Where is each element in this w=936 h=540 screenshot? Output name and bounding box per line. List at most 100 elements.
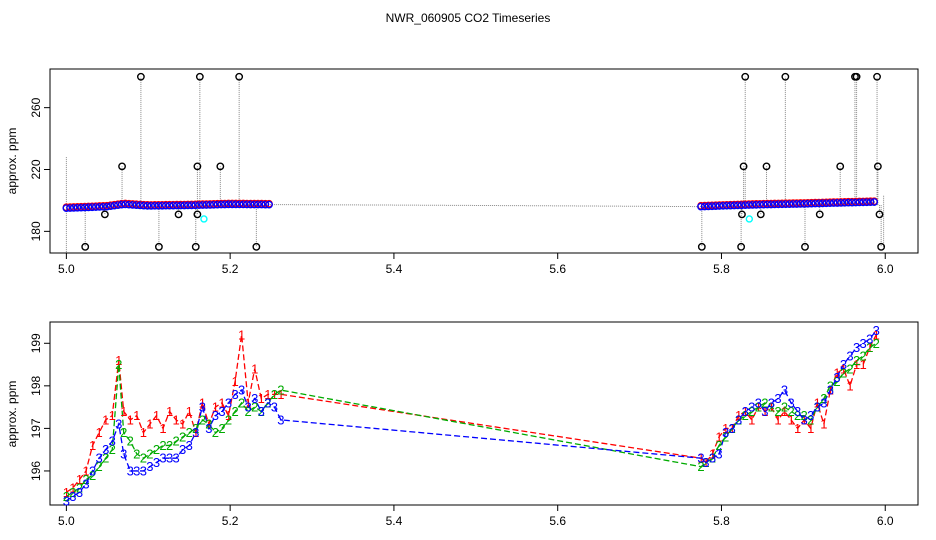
- top-point: [741, 201, 750, 210]
- bottom-series-point-1: 1: [748, 412, 755, 427]
- bottom-series-point-1: 1: [853, 357, 860, 372]
- top-point: [125, 200, 133, 209]
- top-point: [833, 199, 842, 207]
- bottom-series-point-3: 3: [735, 412, 742, 427]
- bottom-series-point-2: 2: [702, 455, 709, 470]
- bottom-series-point-1: 1: [133, 408, 140, 423]
- top-x-tick-label: 5.2: [222, 262, 239, 276]
- bottom-series-point-3: 3: [866, 332, 873, 347]
- bottom-series-point-2: 2: [231, 404, 238, 419]
- bottom-series-point-1: 1: [781, 404, 788, 419]
- bottom-series-point-3: 3: [205, 421, 212, 436]
- bottom-series-point-1: 1: [866, 340, 873, 355]
- bottom-series-point-3: 3: [768, 395, 775, 410]
- bottom-series-point-2: 2: [787, 404, 794, 419]
- top-cyan-point: [200, 215, 208, 223]
- bottom-series-point-3: 3: [697, 451, 704, 466]
- bottom-series-point-1: 1: [238, 327, 245, 342]
- bottom-series-point-1: 1: [840, 361, 847, 376]
- bottom-series-point-2: 2: [264, 395, 271, 410]
- bottom-series-point-1: 1: [102, 412, 109, 427]
- bottom-series-point-3: 3: [115, 417, 122, 432]
- bottom-series-point-2: 2: [218, 421, 225, 436]
- bottom-series-point-1: 1: [245, 395, 252, 410]
- top-point: [154, 201, 163, 210]
- top-x-tick-label: 5.4: [386, 262, 403, 276]
- top-chart: approx. ppm 5.0 5.2 5.4 5.6 5.8 6.0 180 220 260: [5, 68, 919, 276]
- bottom-series-point-2: 2: [205, 417, 212, 432]
- bottom-series-point-1: 1: [271, 387, 278, 402]
- bottom-series-point-2: 2: [159, 438, 166, 453]
- top-point: [778, 200, 786, 209]
- top-outlier-low-point: [815, 210, 824, 219]
- top-point: [840, 198, 849, 207]
- top-point: [730, 201, 739, 210]
- bottom-series-point-1: 1: [761, 404, 768, 419]
- bottom-series-point-3: 3: [277, 412, 284, 427]
- bottom-series-point-3: 3: [140, 464, 147, 479]
- top-point: [180, 201, 189, 210]
- bottom-series-point-1: 1: [109, 408, 116, 423]
- top-y-tick-label: 220: [29, 159, 43, 179]
- bottom-series-point-1: 1: [846, 378, 853, 393]
- top-outlier-low-point: [875, 210, 884, 219]
- bottom-series-point-3: 3: [853, 340, 860, 355]
- bottom-series-point-2: 2: [801, 408, 808, 423]
- bottom-series-point-2: 2: [238, 395, 245, 410]
- top-point: [213, 200, 222, 209]
- bottom-series-point-2: 2: [271, 387, 278, 402]
- bottom-series-point-2: 2: [102, 451, 109, 466]
- bottom-series-point-3: 3: [218, 404, 225, 419]
- bottom-series-point-3: 3: [120, 446, 127, 461]
- bottom-series-point-1: 1: [192, 425, 199, 440]
- bottom-series-point-3: 3: [186, 438, 193, 453]
- bottom-series-point-2: 2: [820, 391, 827, 406]
- bottom-series-point-1: 1: [153, 408, 160, 423]
- top-point: [103, 202, 111, 211]
- top-point: [246, 200, 255, 209]
- top-outlier-low-point: [697, 242, 706, 251]
- bottom-series-point-3: 3: [199, 400, 206, 415]
- top-point: [195, 201, 203, 210]
- top-point: [239, 200, 248, 209]
- bottom-series-point-1: 1: [146, 417, 153, 432]
- top-outlier-low-point: [252, 242, 261, 251]
- bottom-series-point-3: 3: [722, 425, 729, 440]
- bottom-series-point-3: 3: [820, 395, 827, 410]
- top-point: [143, 201, 152, 210]
- bottom-series-point-2: 2: [199, 412, 206, 427]
- top-point: [829, 199, 838, 207]
- bottom-series-point-2: 2: [697, 459, 704, 474]
- bottom-y-tick-label: 199: [29, 333, 43, 353]
- top-outlier-low-point: [191, 242, 200, 251]
- top-point: [231, 200, 240, 209]
- bottom-series-point-1: 1: [159, 421, 166, 436]
- top-point: [206, 200, 214, 209]
- bottom-series-point-1: 1: [199, 395, 206, 410]
- top-point: [803, 199, 812, 208]
- bottom-series-point-1: 1: [63, 485, 70, 500]
- bottom-series-point-3: 3: [192, 425, 199, 440]
- top-point: [807, 199, 816, 208]
- bottom-series-point-3: 3: [69, 489, 76, 504]
- top-outlier-low-point: [877, 242, 886, 251]
- top-outlier-high-point: [216, 162, 225, 171]
- bottom-series-point-2: 2: [76, 481, 83, 496]
- top-point: [150, 201, 159, 210]
- bottom-series-point-1: 1: [801, 412, 808, 427]
- bottom-series-point-1: 1: [794, 421, 801, 436]
- top-outlier-high-point: [193, 162, 202, 171]
- top-outlier-low-point: [801, 242, 809, 251]
- top-point: [139, 201, 148, 210]
- bottom-series-line-3: [66, 330, 877, 502]
- bottom-series-point-1: 1: [860, 357, 867, 372]
- top-point: [848, 198, 856, 207]
- top-outlier-high-point: [118, 162, 126, 171]
- bottom-series-line-1: [66, 334, 877, 493]
- bottom-series-point-3: 3: [159, 451, 166, 466]
- bottom-series-point-2: 2: [172, 434, 179, 449]
- top-point: [870, 198, 879, 206]
- top-point: [774, 200, 783, 209]
- top-point: [117, 200, 126, 209]
- bottom-series-point-2: 2: [742, 408, 749, 423]
